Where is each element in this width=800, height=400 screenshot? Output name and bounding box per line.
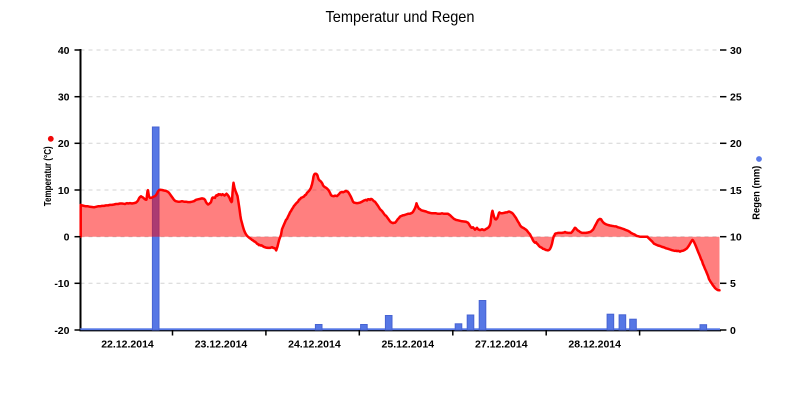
svg-text:20: 20 <box>58 138 70 150</box>
svg-text:25: 25 <box>730 92 742 104</box>
svg-text:Temperatur (°C): Temperatur (°C) <box>42 146 54 206</box>
svg-text:-10: -10 <box>54 278 69 290</box>
svg-text:Regen (mm): Regen (mm) <box>750 166 762 220</box>
svg-text:Temperatur und Regen: Temperatur und Regen <box>326 9 475 26</box>
svg-text:10: 10 <box>58 185 70 197</box>
svg-text:15: 15 <box>730 185 742 197</box>
svg-text:23.12.2014: 23.12.2014 <box>195 339 248 351</box>
svg-text:27.12.2014: 27.12.2014 <box>475 339 528 351</box>
svg-text:0: 0 <box>64 232 70 244</box>
svg-text:40: 40 <box>58 45 70 57</box>
svg-text:10: 10 <box>730 232 742 244</box>
svg-text:-20: -20 <box>54 325 69 337</box>
svg-text:25.12.2014: 25.12.2014 <box>382 339 435 351</box>
svg-text:5: 5 <box>730 278 736 290</box>
svg-text:28.12.2014: 28.12.2014 <box>568 339 621 351</box>
svg-text:24.12.2014: 24.12.2014 <box>288 339 341 351</box>
svg-text:22.12.2014: 22.12.2014 <box>101 339 154 351</box>
svg-text:0: 0 <box>730 325 736 337</box>
svg-text:30: 30 <box>58 92 70 104</box>
svg-text:30: 30 <box>730 45 742 57</box>
svg-text:20: 20 <box>730 138 742 150</box>
